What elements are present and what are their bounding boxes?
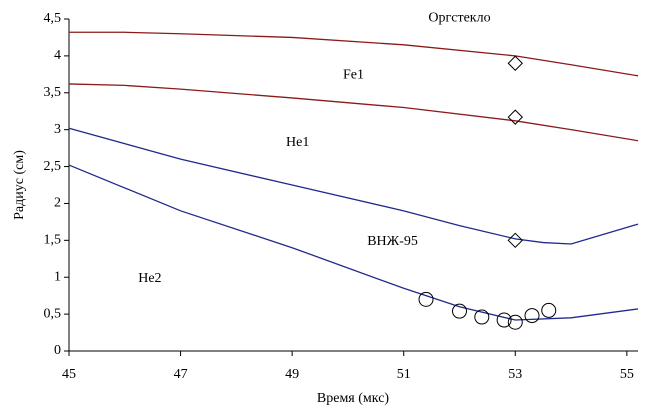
y-tick-label: 1,5 [44, 233, 62, 248]
circle-marker [524, 308, 540, 324]
annotation: Оргстекло [428, 10, 490, 25]
annotation: Fe1 [343, 67, 364, 82]
y-axis-label: Радиус (см) [12, 150, 27, 220]
annotation: He2 [138, 271, 161, 286]
circle-marker [541, 302, 557, 318]
y-tick-label: 4,5 [44, 11, 62, 26]
y-tick-label: 1 [54, 269, 61, 284]
line [68, 83, 639, 142]
x-tick-label: 49 [285, 367, 299, 382]
circle-marker [474, 309, 490, 325]
circle-marker [451, 303, 467, 319]
x-tick-label: 55 [620, 367, 634, 382]
circle-marker [496, 312, 512, 328]
line [69, 31, 639, 77]
y-tick-label: 2,5 [44, 159, 62, 174]
y-tick-label: 3 [54, 122, 61, 137]
x-tick-label: 45 [62, 367, 76, 382]
y-tick-label: 0 [54, 343, 61, 358]
diamond-marker [507, 232, 523, 249]
x-tick-label: 51 [397, 367, 411, 382]
y-tick-label: 3,5 [44, 85, 62, 100]
x-axis-label: Время (мкс) [317, 391, 390, 406]
x-tick-label: 53 [508, 367, 522, 382]
circle-marker [507, 314, 523, 330]
y-tick-label: 4 [54, 48, 61, 63]
circle-marker [418, 291, 434, 307]
y-tick-label: 2 [54, 196, 61, 211]
line [68, 164, 639, 321]
annotation: ВНЖ-95 [367, 234, 418, 249]
x-tick-label: 47 [174, 367, 188, 382]
diamond-marker [507, 109, 523, 125]
y-tick-label: 0,5 [44, 306, 62, 321]
diamond-marker [507, 55, 523, 71]
annotation: He1 [286, 135, 309, 150]
line [68, 127, 639, 245]
